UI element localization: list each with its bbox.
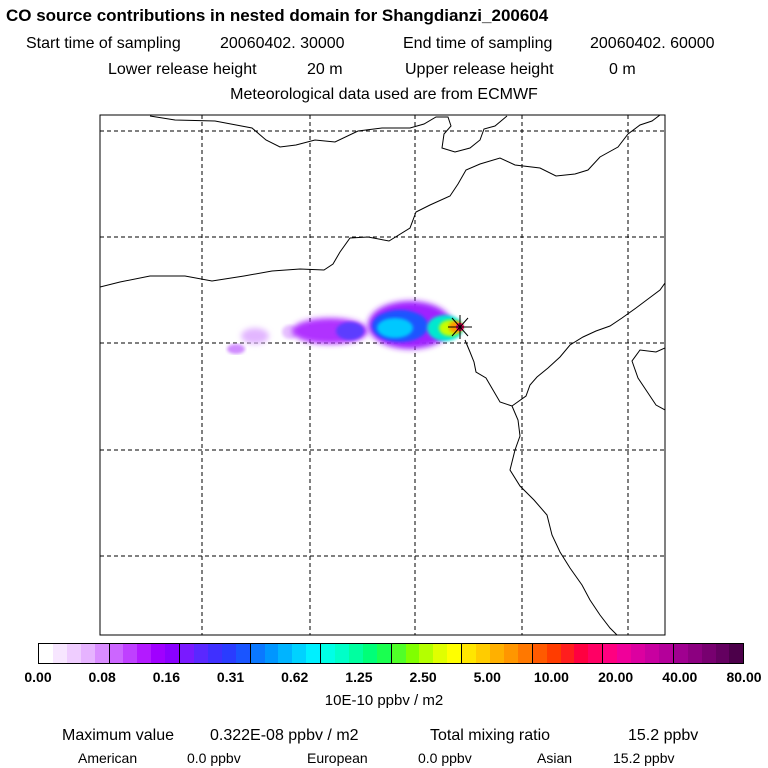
- color-swatch: [503, 644, 518, 663]
- color-swatch: [348, 644, 363, 663]
- color-swatch: [250, 644, 265, 663]
- color-swatch: [462, 644, 477, 663]
- color-swatch: [715, 644, 730, 663]
- color-swatch: [631, 644, 645, 663]
- color-scale-bar: [38, 643, 744, 664]
- region-name-asian: Asian: [537, 750, 573, 766]
- color-swatch: [123, 644, 138, 663]
- chart-title: CO source contributions in nested domain…: [6, 6, 549, 25]
- met-data-note: Meteorological data used are from ECMWF: [230, 86, 538, 103]
- color-swatch: [94, 644, 110, 663]
- region-name-american: American: [78, 750, 138, 766]
- color-scale-tick-label: 20.00: [598, 669, 634, 685]
- color-scale-tick-label: 2.50: [409, 669, 437, 685]
- border-central: [100, 115, 661, 288]
- color-swatch: [588, 644, 604, 663]
- color-swatch: [517, 644, 533, 663]
- region-value-asian: 15.2 ppbv: [613, 750, 675, 766]
- color-swatch: [376, 644, 392, 663]
- start-time-label: Start time of sampling: [26, 35, 181, 52]
- color-swatch: [193, 644, 208, 663]
- coast-south: [509, 405, 618, 635]
- total-mixing-label: Total mixing ratio: [430, 727, 551, 744]
- color-swatch: [235, 644, 251, 663]
- coast-korea: [631, 347, 665, 411]
- color-scale-tick-label: 0.00: [24, 669, 52, 685]
- concentration-plume: [227, 301, 464, 354]
- lower-height-value: 20 m: [307, 61, 343, 78]
- color-swatch: [687, 644, 702, 663]
- color-swatch: [52, 644, 67, 663]
- coast-bohai: [464, 282, 665, 407]
- color-swatch: [673, 644, 688, 663]
- color-swatch: [419, 644, 434, 663]
- end-time-value: 20060402. 60000: [590, 35, 715, 52]
- region-value-european: 0.0 ppbv: [418, 750, 472, 766]
- color-swatch: [391, 644, 406, 663]
- color-swatch: [490, 644, 504, 663]
- upper-height-value: 0 m: [609, 61, 636, 78]
- color-swatch: [66, 644, 81, 663]
- border-north: [149, 115, 508, 153]
- color-swatch: [362, 644, 377, 663]
- color-swatch: [207, 644, 222, 663]
- end-time-label: End time of sampling: [403, 35, 553, 52]
- color-swatch: [447, 644, 463, 663]
- color-swatch: [617, 644, 632, 663]
- color-swatch: [151, 644, 166, 663]
- color-swatch: [574, 644, 589, 663]
- color-swatch: [603, 644, 618, 663]
- color-scale-tick-label: 40.00: [662, 669, 698, 685]
- color-scale-tick-label: 80.00: [726, 669, 762, 685]
- color-swatch: [109, 644, 124, 663]
- color-swatch: [306, 644, 322, 663]
- max-value-label: Maximum value: [62, 727, 175, 744]
- color-scale-tick-label: 1.25: [345, 669, 373, 685]
- region-value-american: 0.0 ppbv: [187, 750, 241, 766]
- color-scale-tick-label: 10.00: [533, 669, 569, 685]
- color-swatch: [701, 644, 716, 663]
- color-swatch: [335, 644, 349, 663]
- region-name-european: European: [307, 750, 368, 766]
- color-scale-tick-label: 0.16: [152, 669, 180, 685]
- map-frame: [99, 114, 666, 636]
- max-value: 0.322E-08 ppbv / m2: [210, 727, 359, 744]
- color-swatch: [658, 644, 674, 663]
- color-swatch: [137, 644, 152, 663]
- lower-height-label: Lower release height: [108, 61, 257, 78]
- color-swatch: [546, 644, 561, 663]
- color-swatch: [221, 644, 236, 663]
- color-swatch: [476, 644, 490, 663]
- upper-height-label: Upper release height: [405, 61, 554, 78]
- color-swatch: [292, 644, 307, 663]
- color-swatch: [405, 644, 420, 663]
- color-scale-tick-label: 5.00: [473, 669, 501, 685]
- total-mixing-value: 15.2 ppbv: [628, 727, 699, 744]
- color-swatch: [560, 644, 575, 663]
- color-swatch: [39, 644, 53, 663]
- color-scale-tick-label: 0.08: [88, 669, 116, 685]
- color-swatch: [729, 644, 744, 663]
- color-swatch: [80, 644, 95, 663]
- receptor-site-marker: [448, 315, 472, 339]
- color-swatch: [321, 644, 336, 663]
- color-swatch: [180, 644, 194, 663]
- color-scale-units: 10E-10 ppbv / m2: [324, 692, 444, 709]
- color-scale-tick-label: 0.62: [281, 669, 309, 685]
- color-scale-tick-label: 0.31: [216, 669, 245, 685]
- color-swatch: [278, 644, 293, 663]
- color-swatch: [644, 644, 659, 663]
- color-swatch: [165, 644, 181, 663]
- color-swatch: [532, 644, 547, 663]
- color-swatch: [433, 644, 448, 663]
- color-swatch: [264, 644, 279, 663]
- grid-lines: [100, 115, 665, 635]
- start-time-value: 20060402. 30000: [220, 35, 345, 52]
